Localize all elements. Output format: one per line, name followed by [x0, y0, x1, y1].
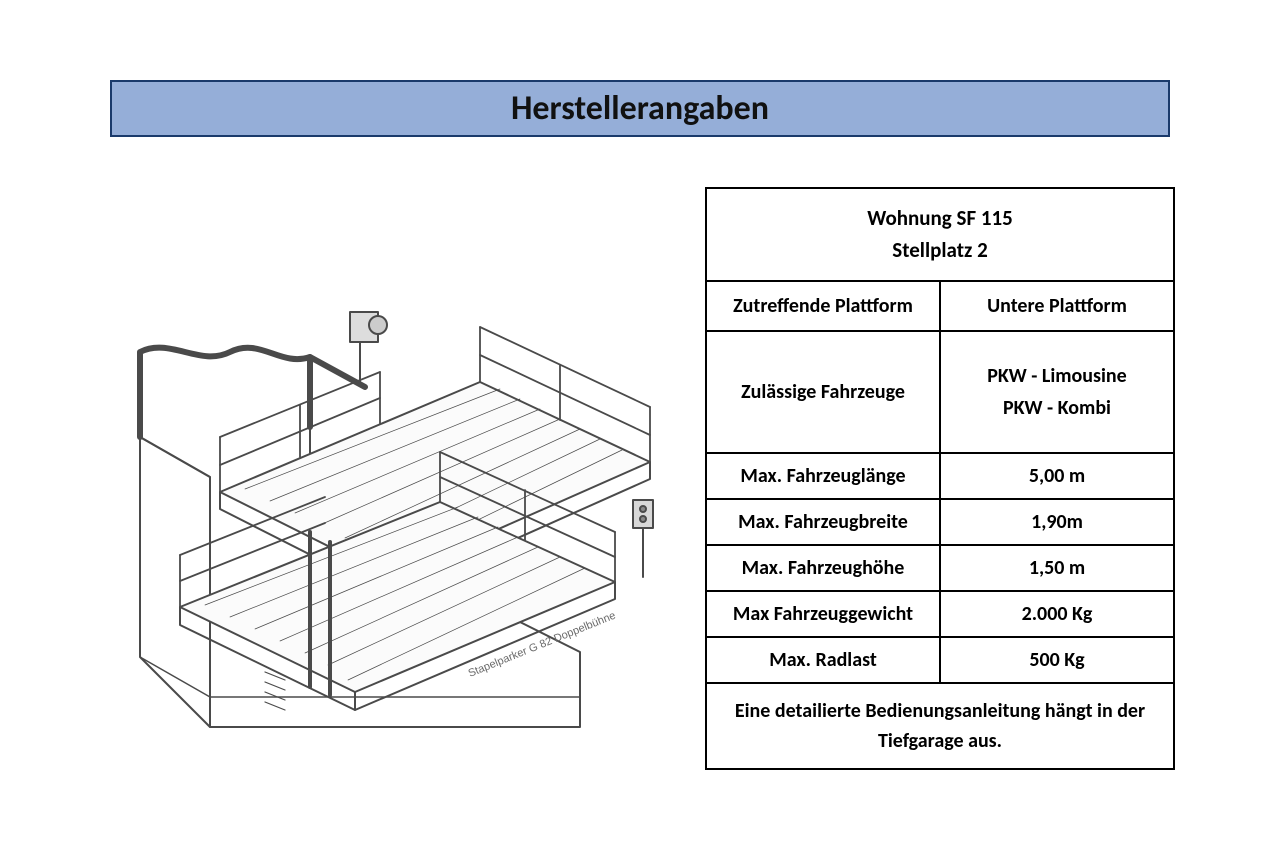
platform-row: Zutreffende Plattform Untere Plattform	[706, 281, 1174, 331]
spec-row-0: Max. Fahrzeuglänge 5,00 m	[706, 453, 1174, 499]
content-row: Stapelparker G 82 Doppelbühne Wohnung SF…	[110, 187, 1170, 787]
spec-row-3: Max Fahrzeuggewicht 2.000 Kg	[706, 591, 1174, 637]
spec-label: Max. Fahrzeuglänge	[706, 453, 940, 499]
spec-label: Max. Fahrzeughöhe	[706, 545, 940, 591]
spec-label: Max Fahrzeuggewicht	[706, 591, 940, 637]
spec-value: 500 Kg	[940, 637, 1174, 683]
title-bar: Herstellerangaben	[110, 80, 1170, 137]
header-line1: Wohnung SF 115	[867, 205, 1013, 231]
spec-row-1: Max. Fahrzeugbreite 1,90m	[706, 499, 1174, 545]
footer-note: Eine detailierte Bedienungsanleitung hän…	[706, 683, 1174, 769]
table-header-row: Wohnung SF 115 Stellplatz 2	[706, 188, 1174, 281]
spec-label: Max. Radlast	[706, 637, 940, 683]
spec-value: 1,90m	[940, 499, 1174, 545]
diagram-svg: Stapelparker G 82 Doppelbühne	[110, 217, 670, 787]
vehicles-label: Zulässige Fahrzeuge	[706, 331, 940, 453]
spec-row-4: Max. Radlast 500 Kg	[706, 637, 1174, 683]
vehicles-row: Zulässige Fahrzeuge PKW - Limousine PKW …	[706, 331, 1174, 453]
spec-value: 5,00 m	[940, 453, 1174, 499]
spec-value: 2.000 Kg	[940, 591, 1174, 637]
spec-value: 1,50 m	[940, 545, 1174, 591]
platform-label: Zutreffende Plattform	[706, 281, 940, 331]
spec-label: Max. Fahrzeugbreite	[706, 499, 940, 545]
vehicles-line1: PKW - Limousine	[987, 364, 1126, 388]
spec-row-2: Max. Fahrzeughöhe 1,50 m	[706, 545, 1174, 591]
header-line2: Stellplatz 2	[892, 237, 987, 263]
table-header-cell: Wohnung SF 115 Stellplatz 2	[706, 188, 1174, 281]
platform-value: Untere Plattform	[940, 281, 1174, 331]
page-title: Herstellerangaben	[112, 88, 1168, 129]
vehicles-value: PKW - Limousine PKW - Kombi	[940, 331, 1174, 453]
vehicles-line2: PKW - Kombi	[1003, 396, 1111, 420]
spec-table: Wohnung SF 115 Stellplatz 2 Zutreffende …	[705, 187, 1175, 770]
footer-row: Eine detailierte Bedienungsanleitung hän…	[706, 683, 1174, 769]
parking-lift-diagram: Stapelparker G 82 Doppelbühne	[110, 217, 670, 787]
